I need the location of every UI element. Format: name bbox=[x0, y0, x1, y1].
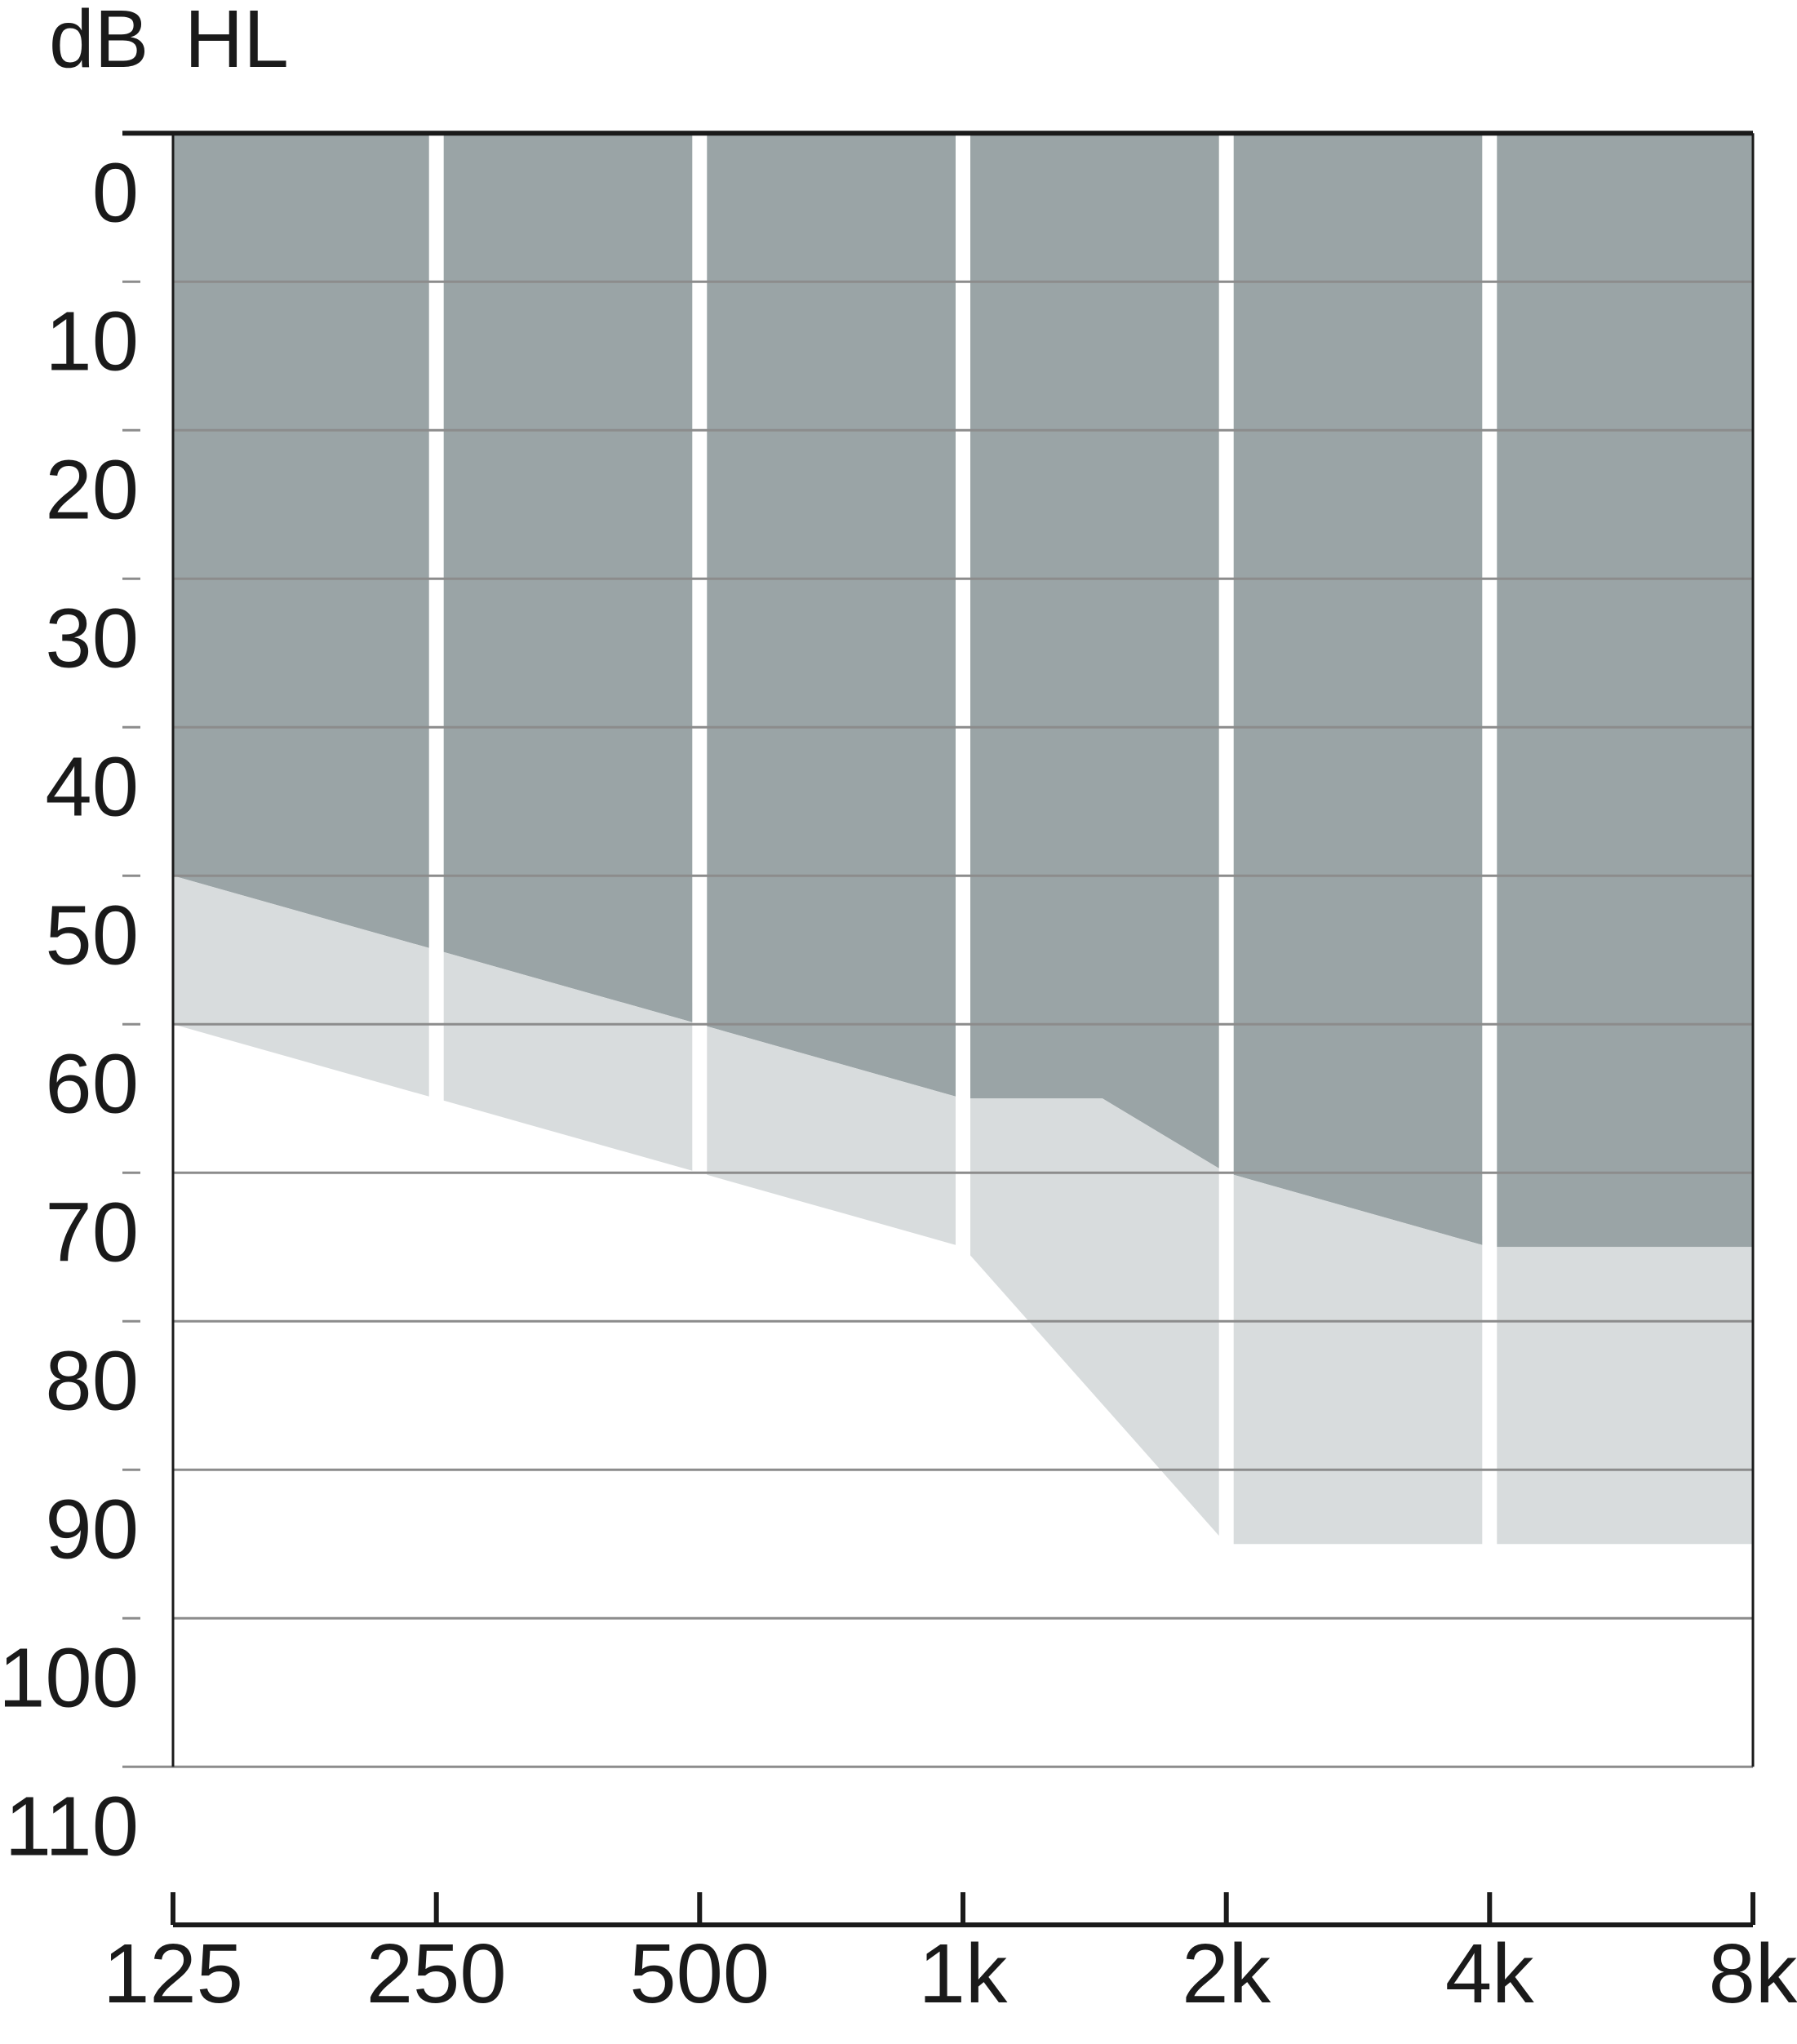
svg-text:2k: 2k bbox=[1182, 1927, 1271, 2020]
svg-text:40: 40 bbox=[45, 739, 139, 833]
svg-text:80: 80 bbox=[45, 1333, 139, 1427]
svg-text:8k: 8k bbox=[1709, 1927, 1797, 2020]
svg-text:60: 60 bbox=[45, 1036, 139, 1130]
svg-text:125: 125 bbox=[103, 1927, 243, 2020]
svg-text:250: 250 bbox=[366, 1927, 507, 2020]
svg-text:4k: 4k bbox=[1445, 1927, 1534, 2020]
svg-text:100: 100 bbox=[0, 1630, 139, 1724]
svg-text:10: 10 bbox=[45, 294, 139, 388]
svg-text:dB: dB bbox=[49, 0, 149, 85]
svg-text:HL: HL bbox=[184, 0, 289, 85]
svg-text:90: 90 bbox=[45, 1482, 139, 1576]
svg-text:500: 500 bbox=[629, 1927, 770, 2020]
svg-text:50: 50 bbox=[45, 888, 139, 982]
svg-text:70: 70 bbox=[45, 1185, 139, 1279]
svg-text:1k: 1k bbox=[919, 1927, 1008, 2020]
svg-text:30: 30 bbox=[45, 591, 139, 685]
svg-text:0: 0 bbox=[92, 145, 139, 239]
svg-text:20: 20 bbox=[45, 442, 139, 536]
svg-text:110: 110 bbox=[5, 1779, 139, 1873]
